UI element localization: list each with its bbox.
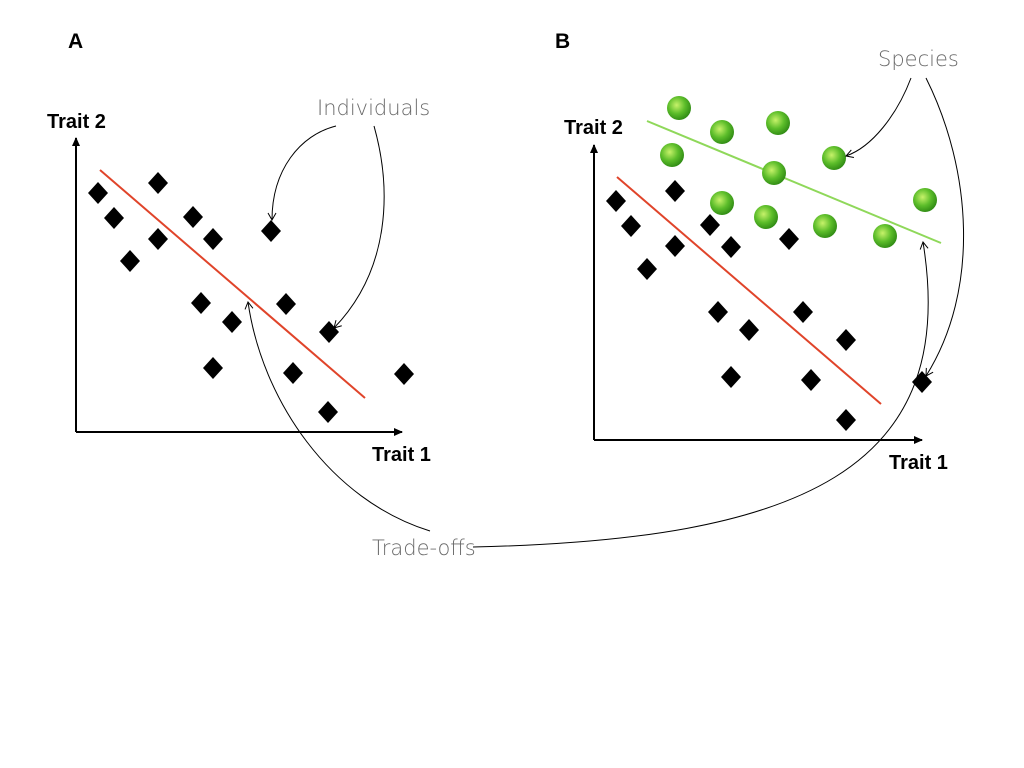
- individual-marker: [637, 258, 657, 280]
- panel-b-species: [660, 96, 937, 248]
- tradeoffs-annotation: Trade-offs: [372, 536, 476, 560]
- species-marker: [822, 146, 846, 170]
- individual-marker: [276, 293, 296, 315]
- panel-a-letter: A: [68, 30, 83, 53]
- panel-a-individuals: [88, 172, 414, 423]
- panel-b-x-label: Trait 1: [889, 452, 948, 474]
- species-marker: [913, 188, 937, 212]
- species-marker: [754, 205, 778, 229]
- individual-marker: [318, 401, 338, 423]
- individual-marker: [700, 214, 720, 236]
- individual-marker: [183, 206, 203, 228]
- panel-b-individuals: [606, 180, 932, 431]
- individual-marker: [793, 301, 813, 323]
- individual-marker: [721, 366, 741, 388]
- individual-marker: [203, 357, 223, 379]
- individuals-arrow-2: [333, 125, 385, 329]
- individual-marker: [203, 228, 223, 250]
- individuals-annotation: Individuals: [317, 96, 430, 120]
- panel-a-x-label: Trait 1: [372, 444, 431, 466]
- individual-marker: [721, 236, 741, 258]
- individual-marker: [606, 190, 626, 212]
- individual-marker: [319, 321, 339, 343]
- species-marker: [710, 120, 734, 144]
- individual-marker: [104, 207, 124, 229]
- species-marker: [660, 143, 684, 167]
- species-marker: [766, 111, 790, 135]
- individual-marker: [708, 301, 728, 323]
- individual-marker: [621, 215, 641, 237]
- panel-b: B Trait 2 Trait 1: [555, 30, 965, 474]
- species-arrow-2: [925, 77, 965, 377]
- species-arrow-1: [845, 77, 912, 158]
- individual-marker: [665, 235, 685, 257]
- tradeoffs-arrow-panel-a: [244, 301, 431, 532]
- species-marker: [667, 96, 691, 120]
- individual-marker: [779, 228, 799, 250]
- species-marker: [873, 224, 897, 248]
- individual-marker: [394, 363, 414, 385]
- panel-a-tradeoff-line: [99, 169, 366, 399]
- individual-marker: [665, 180, 685, 202]
- individual-marker: [88, 182, 108, 204]
- species-marker: [762, 161, 786, 185]
- individual-marker: [836, 329, 856, 351]
- individual-marker: [801, 369, 821, 391]
- individual-marker: [148, 172, 168, 194]
- individual-marker: [836, 409, 856, 431]
- individual-marker: [739, 319, 759, 341]
- panel-b-individual-tradeoff-line: [616, 176, 882, 405]
- species-marker: [813, 214, 837, 238]
- individual-marker: [120, 250, 140, 272]
- panel-a-y-label: Trait 2: [47, 111, 106, 133]
- species-annotation: Species: [878, 47, 959, 71]
- panel-b-y-label: Trait 2: [564, 117, 623, 139]
- individual-marker: [261, 220, 281, 242]
- individual-marker: [222, 311, 242, 333]
- panel-b-letter: B: [555, 30, 570, 53]
- panel-a: A Trait 2 Trait 1 Individuals: [47, 30, 431, 466]
- individual-marker: [148, 228, 168, 250]
- individual-marker: [283, 362, 303, 384]
- species-marker: [710, 191, 734, 215]
- individuals-arrow-1: [267, 125, 337, 222]
- tradeoffs-arrow-panel-b: [472, 241, 929, 548]
- individual-marker: [191, 292, 211, 314]
- panel-b-species-tradeoff-line: [646, 120, 942, 244]
